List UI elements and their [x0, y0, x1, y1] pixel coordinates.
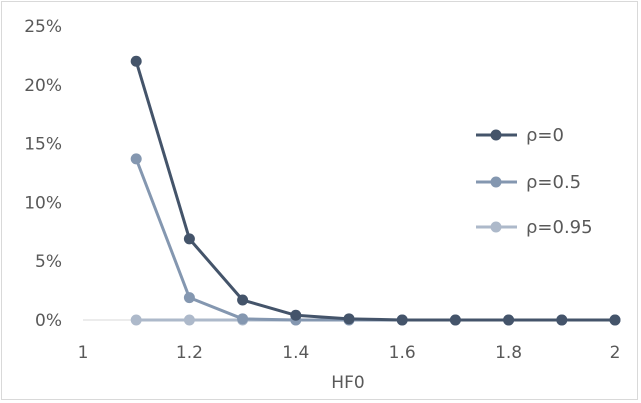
data-point	[343, 313, 355, 325]
data-point	[183, 292, 195, 304]
legend-label: ρ=0.5	[526, 172, 581, 193]
y-tick-label: 15%	[24, 135, 62, 155]
x-axis-title: HF0	[331, 373, 364, 393]
y-tick-label: 5%	[35, 252, 62, 272]
x-axis-tick-labels: 1 1.2 1.4 1.6 1.8 2	[78, 343, 621, 363]
legend-item: ρ=0.95	[476, 217, 593, 238]
data-point	[130, 153, 142, 165]
y-tick-label: 20%	[24, 76, 62, 96]
data-point	[237, 313, 249, 325]
y-tick-label: 10%	[24, 193, 62, 213]
y-axis-tick-labels: 0% 5% 10% 15% 20% 25%	[24, 17, 62, 331]
data-point	[449, 314, 461, 326]
legend-marker	[490, 176, 502, 188]
x-tick-label: 1.4	[282, 343, 309, 363]
legend-item: ρ=0	[476, 125, 564, 146]
data-point	[130, 314, 142, 326]
data-point	[183, 314, 195, 326]
series-layer	[130, 55, 621, 326]
legend: ρ=0 ρ=0.5 ρ=0.95	[476, 125, 593, 238]
legend-marker	[490, 129, 502, 141]
legend-marker	[490, 221, 502, 233]
legend-label: ρ=0.95	[526, 217, 593, 238]
data-point	[290, 309, 302, 321]
data-point	[503, 314, 515, 326]
legend-label: ρ=0	[526, 125, 564, 146]
series-line	[134, 60, 615, 322]
data-point	[396, 314, 408, 326]
data-point	[183, 233, 195, 245]
series-0	[130, 55, 621, 326]
x-tick-label: 1.2	[176, 343, 203, 363]
y-tick-label: 25%	[24, 17, 62, 37]
x-tick-label: 1.6	[389, 343, 416, 363]
x-tick-label: 2	[610, 343, 621, 363]
data-point	[237, 294, 249, 306]
x-tick-label: 1	[78, 343, 89, 363]
legend-item: ρ=0.5	[476, 172, 581, 193]
data-point	[556, 314, 568, 326]
data-point	[130, 55, 142, 67]
x-tick-label: 1.8	[495, 343, 522, 363]
y-tick-label: 0%	[35, 311, 62, 331]
data-point	[609, 314, 621, 326]
